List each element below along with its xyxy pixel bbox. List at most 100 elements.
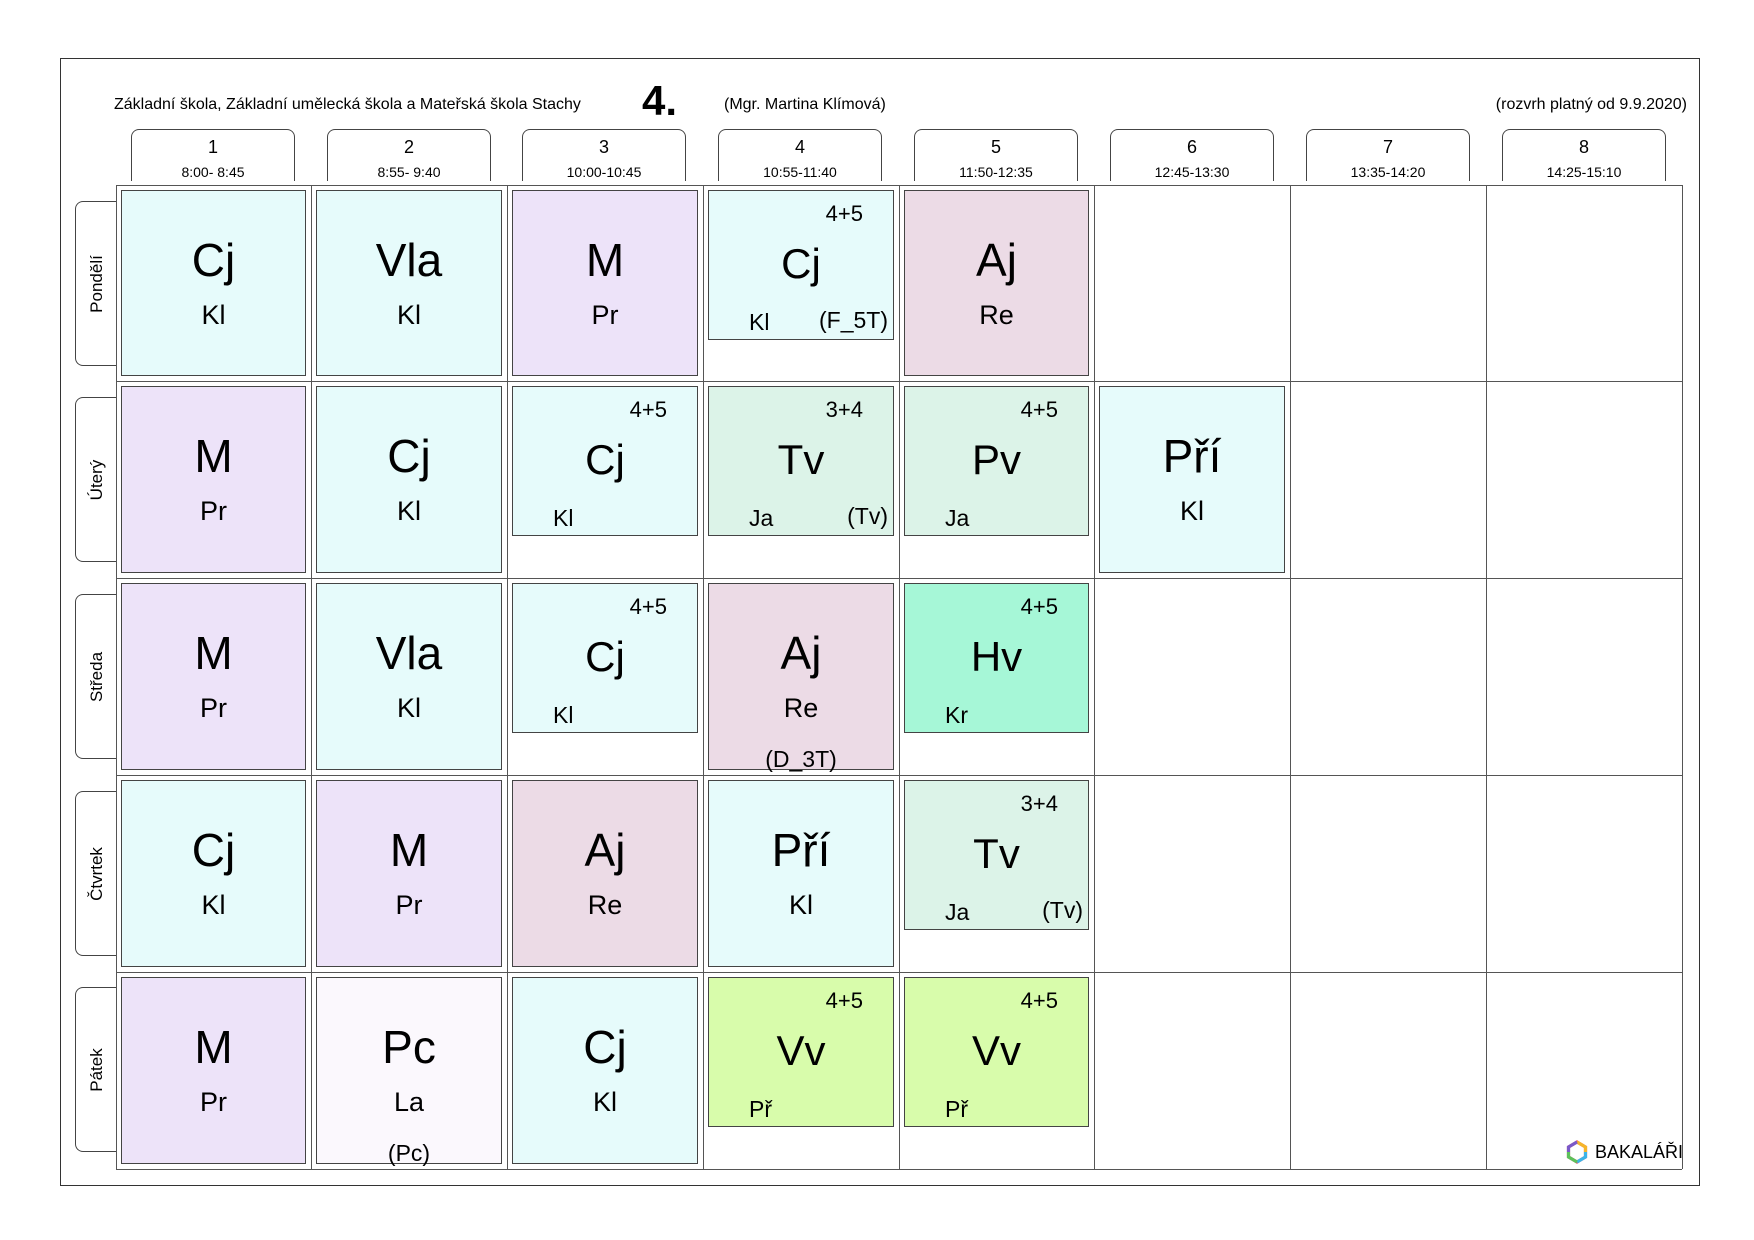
lesson-group: 4+5 (1020, 988, 1058, 1013)
lesson-subject: Pv (971, 436, 1021, 483)
period-header: 6 12:45-13:30 (1110, 129, 1274, 181)
class-teacher: (Mgr. Martina Klímová) (724, 96, 886, 113)
lesson-cell[interactable]: Cj Kl (121, 780, 306, 967)
period-header: 5 11:50-12:35 (914, 129, 1078, 181)
lesson-cell[interactable]: M Pr (121, 977, 306, 1164)
grid-row-line (116, 775, 1682, 776)
validity-note: (rozvrh platný od 9.9.2020) (1495, 96, 1687, 113)
grid-row-line (116, 185, 1682, 186)
grid-row-line (116, 972, 1682, 973)
period-number: 7 (1382, 137, 1393, 157)
day-label: Čtvrtek (86, 846, 106, 901)
lesson-subject: Vv (776, 1027, 826, 1074)
lesson-cell[interactable]: Cj Kl (121, 190, 306, 376)
lesson-teacher: Re (979, 300, 1014, 330)
lesson-teacher: Kl (592, 1087, 617, 1117)
period-time: 10:55-11:40 (763, 164, 837, 180)
lesson-subject: Hv (970, 633, 1023, 680)
grid-column-line (703, 185, 704, 1169)
lesson-teacher: Pr (395, 890, 423, 920)
period-header: 3 10:00-10:45 (522, 129, 686, 181)
lesson-cell[interactable]: Pří Kl (708, 780, 894, 967)
lesson-cell[interactable]: Cj Kl (316, 386, 502, 573)
lesson-cell[interactable]: M Pr (121, 386, 306, 573)
lesson-subject: Aj (976, 234, 1017, 286)
grid-row-line (116, 381, 1682, 382)
lesson-subject: Cj (585, 633, 625, 680)
lesson-group: 4+5 (825, 201, 863, 226)
timetable-frame (60, 58, 1700, 1186)
lesson-cell[interactable]: 4+5 Vv Př (708, 977, 894, 1127)
grid-column-line (1094, 185, 1095, 1169)
lesson-subject: Pc (382, 1021, 436, 1073)
day-header: Úterý (75, 397, 117, 562)
lesson-subject: M (585, 234, 625, 286)
lesson-group: 4+5 (629, 594, 667, 619)
logo-text: BAKALÁŘI (1595, 1142, 1684, 1162)
lesson-subject: Tv (777, 436, 825, 483)
lesson-subject: Aj (780, 627, 822, 679)
lesson-cell[interactable]: 4+5 Pv Ja (904, 386, 1089, 536)
bakalari-logo-icon (1566, 1140, 1588, 1164)
period-number: 4 (794, 137, 805, 157)
period-number: 8 (1578, 137, 1589, 157)
period-header: 8 14:25-15:10 (1502, 129, 1666, 181)
lesson-cell[interactable]: Vla Kl (316, 583, 502, 770)
lesson-teacher: Pr (200, 496, 227, 526)
period-time: 11:50-12:35 (959, 164, 1033, 180)
lesson-teacher: Pr (200, 693, 227, 723)
class-name: 4. (642, 77, 678, 124)
period-number: 1 (207, 137, 218, 157)
lesson-subject: M (194, 430, 233, 482)
lesson-room: (Pc) (387, 1140, 431, 1166)
lesson-cell[interactable]: 4+5 Vv Př (904, 977, 1089, 1127)
period-time: 14:25-15:10 (1546, 164, 1622, 180)
lesson-subject: Vla (375, 234, 443, 286)
lesson-cell[interactable]: Aj Re (D_3T) (708, 583, 894, 771)
lesson-subject: Vla (375, 627, 443, 679)
lesson-teacher: Kl (201, 890, 226, 920)
lesson-teacher: La (393, 1087, 425, 1117)
lesson-subject: M (389, 824, 429, 876)
lesson-subject: Pří (771, 824, 831, 876)
lesson-teacher: Kr (945, 702, 968, 728)
day-header: Čtvrtek (75, 791, 117, 956)
lesson-cell[interactable]: Aj Re (904, 190, 1089, 376)
lesson-cell[interactable]: Pc La (Pc) (316, 977, 502, 1166)
lesson-cell[interactable]: M Pr (512, 190, 698, 376)
lesson-cell[interactable]: M Pr (316, 780, 502, 967)
grid-column-line (1486, 185, 1487, 1169)
lesson-cell[interactable]: Pří Kl (1099, 386, 1285, 573)
lesson-cell[interactable]: 3+4 Tv Ja (Tv) (904, 780, 1089, 930)
lesson-subject: Aj (584, 824, 626, 876)
day-label: Úterý (86, 459, 106, 500)
period-number: 5 (990, 137, 1001, 157)
lesson-cell[interactable]: 4+5 Cj Kl (512, 583, 698, 733)
lesson-cell[interactable]: 4+5 Hv Kr (904, 583, 1089, 733)
grid-column-line (116, 185, 117, 1169)
period-header: 7 13:35-14:20 (1306, 129, 1470, 181)
lesson-cell[interactable]: 3+4 Tv Ja (Tv) (708, 386, 894, 536)
lesson-teacher: Kl (396, 693, 421, 723)
lesson-teacher: Kl (553, 702, 574, 728)
lesson-subject: Pří (1162, 430, 1222, 482)
lesson-cell[interactable]: Aj Re (512, 780, 698, 967)
lesson-cell[interactable]: M Pr (121, 583, 306, 770)
period-header: 2 8:55- 9:40 (327, 129, 491, 181)
lesson-subject: M (194, 627, 233, 679)
lesson-cell[interactable]: Cj Kl (512, 977, 698, 1164)
lesson-cell[interactable]: 4+5 Cj Kl (F_5T) (708, 190, 894, 340)
day-header: Pátek (75, 987, 117, 1152)
lesson-room: (Tv) (847, 503, 888, 529)
lesson-room: (Tv) (1042, 897, 1083, 923)
lesson-teacher: Př (945, 1096, 968, 1122)
lesson-teacher: Re (783, 693, 819, 723)
period-number: 3 (598, 137, 609, 157)
lesson-subject: Cj (583, 1021, 627, 1073)
lesson-subject: Cj (585, 436, 625, 483)
lesson-teacher: Kl (396, 300, 421, 330)
lesson-teacher: Re (587, 890, 623, 920)
grid-column-line (1682, 185, 1683, 1169)
lesson-cell[interactable]: 4+5 Cj Kl (512, 386, 698, 536)
lesson-cell[interactable]: Vla Kl (316, 190, 502, 376)
